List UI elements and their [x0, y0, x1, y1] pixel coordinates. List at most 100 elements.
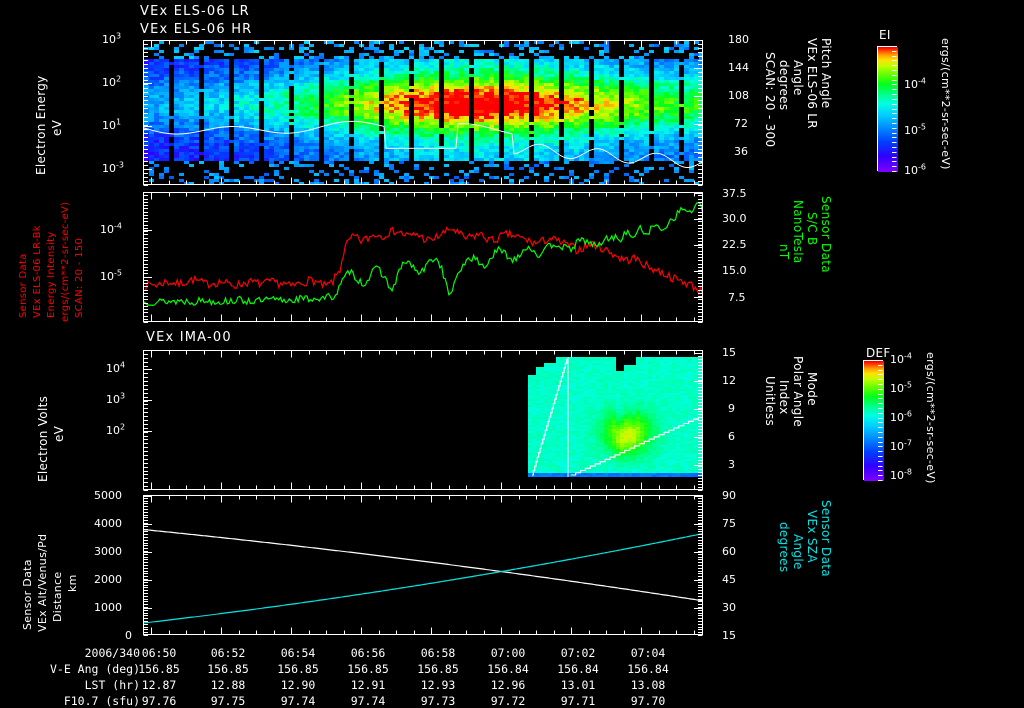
- table-cell: 97.75: [210, 694, 246, 708]
- colorbar-ei-title: EI: [879, 28, 891, 42]
- colorbar-ei: [877, 46, 898, 172]
- table-cell: 07:00: [490, 646, 526, 660]
- colorbar-ei-unit: ergs/(cm**2-sr-sec-eV): [939, 38, 952, 170]
- table-cell: 12.93: [420, 678, 456, 692]
- panel2-right-label-2: S/C B: [805, 212, 819, 246]
- panel4-right-label-4: degrees: [777, 522, 791, 573]
- table-cell: 156.84: [627, 662, 669, 676]
- panel3-title: VEx IMA-00: [146, 330, 232, 345]
- panel3-left-axis-label-2: eV: [52, 425, 66, 442]
- table-cell: 156.84: [487, 662, 529, 676]
- panel3-right-label-2: Polar Angle: [791, 356, 805, 428]
- panel4-left-label-3: Distance: [51, 571, 64, 623]
- panel2-right-tick-3: 15.0: [722, 264, 747, 277]
- table-row-label: LST (hr): [84, 678, 140, 692]
- panel1-right-label-5: SCAN: 20 - 300: [763, 52, 777, 148]
- table-row-label: F10.7 (sfu): [63, 694, 140, 708]
- panel1-right-label-2: VEx ELS-06 LR: [805, 38, 819, 129]
- panel1-right-tick-2: 108: [728, 89, 749, 102]
- table-cell: 12.96: [490, 678, 526, 692]
- panel4-right-label-3: Angle: [791, 534, 805, 570]
- panel1-left-tick-2: 101: [102, 117, 122, 132]
- panel1-right-tick-4: 36: [734, 145, 748, 158]
- panel3-plot-area[interactable]: [143, 350, 703, 490]
- panel4-right-tick-2: 60: [722, 545, 736, 558]
- panel4-left-label-4: km: [66, 574, 79, 592]
- panel4-plot-area[interactable]: [143, 495, 703, 635]
- table-row-label: V-E Ang (deg): [49, 662, 140, 676]
- table-cell: 06:58: [420, 646, 456, 660]
- panel4-left-tick-0: 5000: [94, 489, 122, 502]
- table-cell: 97.76: [141, 694, 177, 708]
- panel2-right-label-1: Sensor Data: [819, 196, 833, 273]
- panel1-right-tick-1: 144: [728, 61, 749, 74]
- panel1-right-label-4: degrees: [777, 60, 791, 111]
- panel4-left-tick-2: 3000: [94, 545, 122, 558]
- colorbar-def-unit: ergs/(cm**2-sr-sec-eV): [924, 352, 937, 484]
- panel1-left-axis-label-2: eV: [50, 119, 64, 136]
- colorbar-ei-tick-2: 10-6: [904, 162, 926, 177]
- table-cell: 97.74: [350, 694, 386, 708]
- table-cell: 06:52: [210, 646, 246, 660]
- panel3-right-tick-2: 9: [728, 402, 735, 415]
- panel1-right-tick-0: 180: [728, 33, 749, 46]
- panel4-right-tick-4: 30: [722, 601, 736, 614]
- colorbar-def-tick-3: 10-7: [890, 438, 912, 453]
- table-cell: 97.72: [490, 694, 526, 708]
- panel1-right-tick-3: 72: [734, 117, 748, 130]
- table-cell: 12.90: [280, 678, 316, 692]
- panel4-right-tick-3: 45: [722, 573, 736, 586]
- table-cell: 07:04: [630, 646, 666, 660]
- table-cell: 06:56: [350, 646, 386, 660]
- table-cell: 06:54: [280, 646, 316, 660]
- panel2-left-label-1: Sensor Data: [18, 253, 29, 318]
- panel3-right-label-1: Mode: [805, 372, 819, 406]
- panel2-right-tick-1: 30.0: [722, 212, 747, 225]
- panel2-plot-area[interactable]: [143, 192, 703, 322]
- colorbar-def: [863, 360, 884, 481]
- colorbar-def-tick-2: 10-6: [890, 409, 912, 424]
- table-cell: 07:02: [560, 646, 596, 660]
- panel1-right-label-3: Angle: [791, 60, 805, 96]
- panel3-right-tick-0: 15: [722, 346, 736, 359]
- panel1-left-tick-1: 102: [102, 74, 122, 89]
- panel2-left-label-4: ergs/(cm**2-sr-sec-eV): [60, 201, 71, 322]
- table-cell: 97.73: [420, 694, 456, 708]
- table-cell: 06:50: [141, 646, 177, 660]
- panel4-left-label-1: Sensor Data: [21, 559, 34, 630]
- table-cell: 156.84: [557, 662, 599, 676]
- table-cell: 13.08: [630, 678, 666, 692]
- panel3-right-label-3: Index: [777, 380, 791, 415]
- panel4-right-label-2: VEx SZA: [805, 510, 819, 563]
- panel2-right-tick-2: 22.5: [722, 238, 747, 251]
- panel3-right-tick-4: 3: [728, 458, 735, 471]
- panel1-plot-area[interactable]: [143, 40, 703, 185]
- panel3-right-tick-3: 6: [728, 430, 735, 443]
- table-row-label: 2006/340: [84, 646, 140, 660]
- table-cell: 97.70: [630, 694, 666, 708]
- panel1-right-label-1: Pitch Angle: [819, 38, 833, 109]
- panel2-left-tick-1: 10-5: [100, 268, 122, 283]
- panel4-left-tick-3: 2000: [94, 573, 122, 586]
- panel3-left-axis-label-1: Electron Volts: [36, 395, 50, 482]
- table-cell: 156.85: [138, 662, 180, 676]
- panel2-right-label-3: NanoTesla: [791, 200, 805, 264]
- colorbar-ei-tick-1: 10-5: [904, 122, 926, 137]
- table-cell: 156.85: [417, 662, 459, 676]
- panel2-left-label-5: SCAN: 20 - 150: [74, 237, 85, 318]
- panel3-left-tick-1: 103: [106, 391, 126, 406]
- panel3-right-label-4: Unitless: [763, 376, 777, 427]
- table-cell: 97.74: [280, 694, 316, 708]
- table-cell: 13.01: [560, 678, 596, 692]
- panel4-right-label-1: Sensor Data: [819, 500, 833, 577]
- panel4-right-tick-5: 15: [722, 629, 736, 642]
- panel2-right-tick-4: 7.5: [728, 291, 746, 304]
- colorbar-ei-tick-0: 10-4: [904, 76, 926, 91]
- table-cell: 12.88: [210, 678, 246, 692]
- panel2-right-tick-0: 37.5: [722, 187, 747, 200]
- panel1-title-hr: VEx ELS-06 HR: [140, 22, 253, 37]
- panel2-right-label-4: nT: [777, 244, 791, 260]
- colorbar-def-title: DEF: [866, 346, 891, 360]
- colorbar-def-tick-4: 10-8: [890, 467, 912, 482]
